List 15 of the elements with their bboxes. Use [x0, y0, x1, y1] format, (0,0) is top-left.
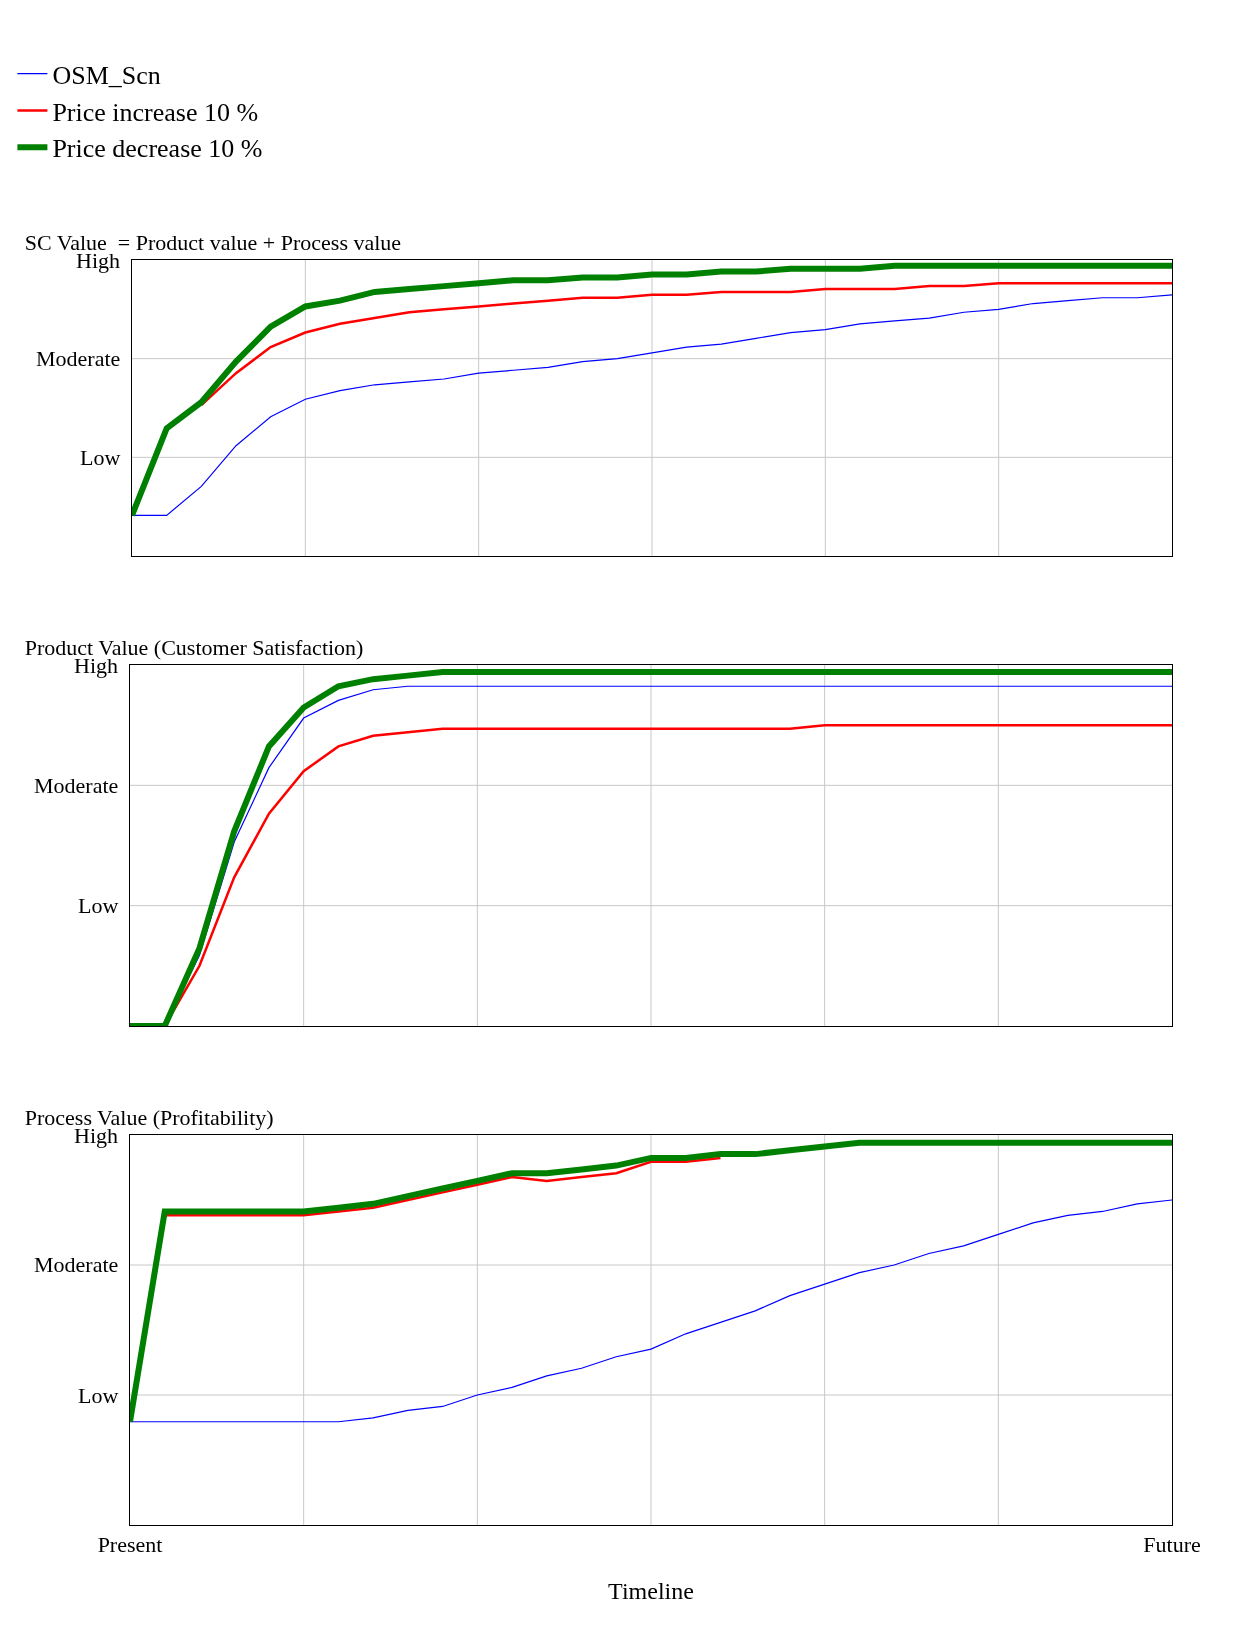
text: Moderate: [36, 346, 121, 371]
legend-label: Price increase 10 %: [52, 97, 259, 127]
x-axis-title: Timeline: [608, 1577, 694, 1604]
chart-title: Product Value (Customer Satisfaction): [24, 635, 364, 660]
legend-label: Price decrease 10 %: [52, 134, 263, 164]
text: Moderate: [34, 1252, 119, 1277]
x-tick-label: Future: [1143, 1532, 1201, 1558]
legend-label: OSM_Scn: [52, 60, 161, 90]
text: Low: [78, 893, 119, 918]
chart-title: Process Value (Profitability): [24, 1105, 274, 1130]
text: Low: [80, 445, 121, 470]
chart-title: SC Value = Product value + Process value: [24, 230, 402, 255]
text: Low: [78, 1383, 119, 1408]
x-tick-label: Present: [97, 1532, 163, 1558]
text: Moderate: [34, 773, 119, 798]
